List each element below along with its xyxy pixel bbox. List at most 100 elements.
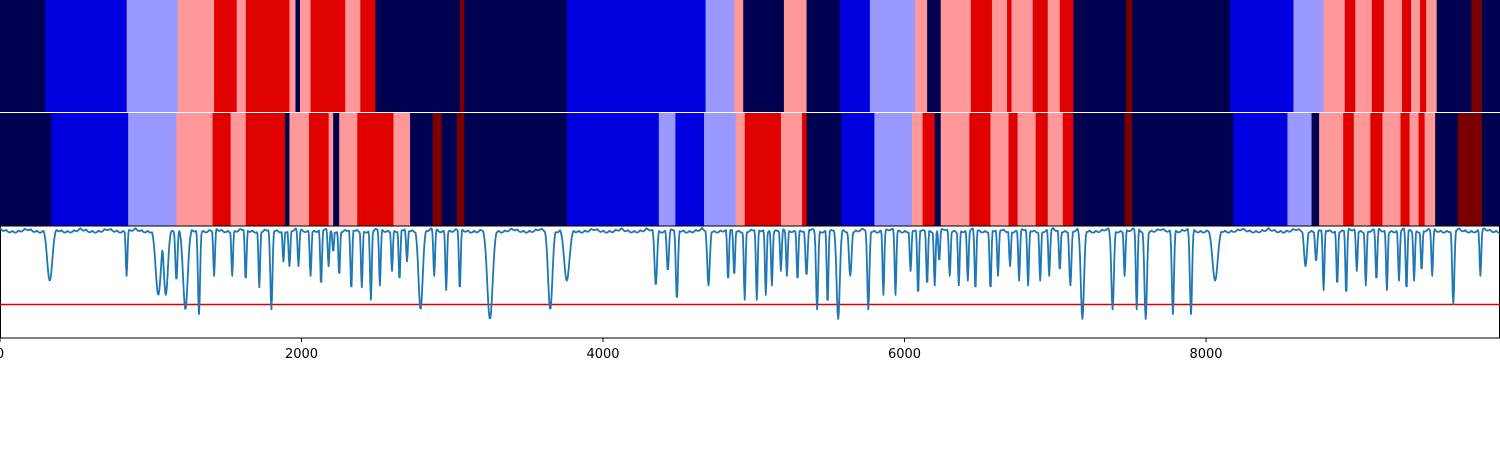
band-top-segment	[45, 0, 128, 112]
band-middle-segment	[1073, 113, 1126, 226]
band-middle-segment	[328, 113, 334, 226]
band-middle-segment	[1370, 113, 1383, 226]
band-top-segment	[1073, 0, 1127, 112]
band-middle-segment	[1311, 113, 1320, 226]
band-middle-segment	[1382, 113, 1401, 226]
band-middle-segment	[1343, 113, 1355, 226]
band-middle-segment	[441, 113, 458, 226]
x-tick-label: 6000	[888, 347, 921, 362]
band-middle-segment	[912, 113, 924, 226]
band-middle-segment	[1418, 113, 1426, 226]
band-middle-segment	[1353, 113, 1371, 226]
band-middle-segment	[658, 113, 676, 226]
band-middle-segment	[289, 113, 310, 226]
band-top-segment	[566, 0, 706, 112]
band-middle-segment	[212, 113, 232, 226]
band-middle-segment	[806, 113, 842, 226]
band-top-segment	[1383, 0, 1403, 112]
x-tick-label: 2000	[285, 347, 318, 362]
band-middle-segment	[802, 113, 807, 226]
band-middle-segment	[1047, 113, 1064, 226]
band-top-segment	[375, 0, 461, 112]
band-middle-segment	[1124, 113, 1133, 226]
band-top-segment	[1344, 0, 1356, 112]
band-top-segment	[289, 0, 296, 112]
band-top-segment	[1059, 0, 1074, 112]
band-middle-segment	[339, 113, 358, 226]
band-top-segment	[214, 0, 238, 112]
band-top-segment	[927, 0, 942, 112]
band-top-segment	[1471, 0, 1483, 112]
band-middle-segment	[230, 113, 247, 226]
band-middle-segment	[309, 113, 330, 226]
band-middle-segment	[990, 113, 1009, 226]
band-top-segment	[300, 0, 311, 112]
band-middle-segment	[841, 113, 875, 226]
band-top-segment	[1355, 0, 1373, 112]
band-middle-segment	[922, 113, 936, 226]
band-top-segment	[177, 0, 215, 112]
heatmap-band-top	[0, 0, 1500, 112]
band-middle-segment	[1457, 113, 1483, 226]
band-middle-segment	[410, 113, 434, 226]
band-top-segment	[1230, 0, 1294, 112]
band-top-segment	[1411, 0, 1421, 112]
band-top-segment	[915, 0, 928, 112]
signal-line	[0, 226, 1500, 320]
band-top-segment	[295, 0, 301, 112]
heatmap-band-middle	[0, 113, 1500, 226]
band-top-segment	[1323, 0, 1346, 112]
band-top-segment	[1293, 0, 1325, 112]
band-middle-segment	[704, 113, 737, 226]
band-middle-segment	[744, 113, 782, 226]
band-middle-segment	[1132, 113, 1234, 226]
band-middle-segment	[464, 113, 568, 226]
band-top-segment	[1032, 0, 1049, 112]
band-middle-segment	[333, 113, 340, 226]
band-middle-segment	[1287, 113, 1312, 226]
panel-separator	[0, 112, 1500, 113]
band-top-segment	[940, 0, 972, 112]
band-top-segment	[0, 0, 46, 112]
band-middle-segment	[566, 113, 660, 226]
band-middle-segment	[51, 113, 129, 226]
x-axis: 0 2000 4000 6000 8000	[0, 338, 1223, 362]
x-tick-label: 4000	[586, 347, 619, 362]
band-middle-segment	[1435, 113, 1459, 226]
band-top-segment	[783, 0, 807, 112]
band-top-segment	[1007, 0, 1012, 112]
band-middle-segment	[1233, 113, 1288, 226]
band-top-segment	[310, 0, 346, 112]
band-middle-segment	[284, 113, 290, 226]
band-top-segment	[743, 0, 785, 112]
band-top-segment	[360, 0, 376, 112]
band-middle-segment	[934, 113, 942, 226]
band-middle-segment	[1424, 113, 1436, 226]
band-middle-segment	[1035, 113, 1049, 226]
band-middle-segment	[1481, 113, 1500, 226]
band-top-segment	[126, 0, 179, 112]
band-top-segment	[734, 0, 744, 112]
band-middle-segment	[0, 113, 52, 226]
band-top-segment	[1011, 0, 1034, 112]
x-tick-label: 8000	[1189, 347, 1222, 362]
band-top-segment	[459, 0, 465, 112]
band-top-segment	[1126, 0, 1133, 112]
band-top-segment	[1420, 0, 1427, 112]
band-top-segment	[345, 0, 361, 112]
trace-axes-frame	[0, 225, 1500, 339]
band-top-segment	[991, 0, 1008, 112]
band-top-segment	[1371, 0, 1385, 112]
band-middle-segment	[780, 113, 803, 226]
band-middle-segment	[128, 113, 177, 226]
band-top-segment	[970, 0, 993, 112]
band-middle-segment	[432, 113, 443, 226]
band-top-segment	[236, 0, 247, 112]
band-top-segment	[1402, 0, 1412, 112]
band-middle-segment	[245, 113, 286, 226]
band-middle-segment	[357, 113, 394, 226]
band-top-segment	[869, 0, 916, 112]
band-middle-segment	[874, 113, 913, 226]
band-middle-segment	[940, 113, 970, 226]
band-top-segment	[1481, 0, 1500, 112]
